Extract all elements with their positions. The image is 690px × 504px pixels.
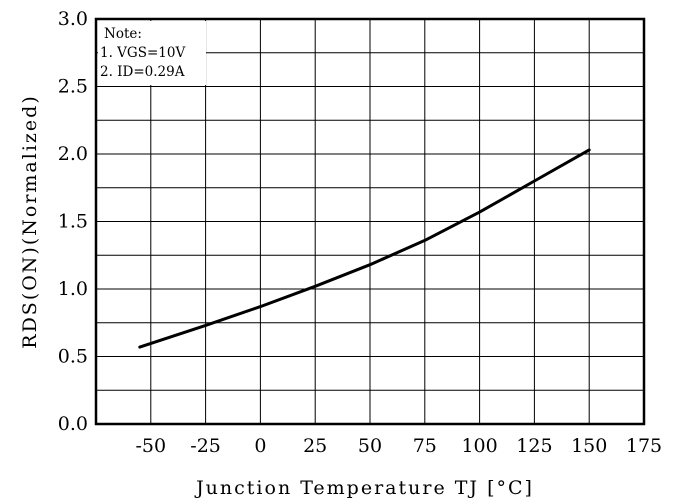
x-tick-label: 125 (516, 435, 552, 457)
note-background (98, 21, 206, 85)
x-tick-label: 150 (571, 435, 607, 457)
series-layer (138, 148, 591, 349)
grid (96, 19, 644, 424)
y-tick-label: 0.0 (58, 413, 88, 435)
x-tick-label: 50 (358, 435, 382, 457)
y-tick-label: 2.0 (58, 143, 88, 165)
x-tick-label: 0 (254, 435, 266, 457)
plot-frame (94, 17, 646, 426)
x-tick-label: 75 (413, 435, 437, 457)
y-tick-label: 1.0 (58, 278, 88, 300)
x-tick-label: 100 (461, 435, 497, 457)
x-tick-labels: -50 -25 0 25 50 75 100 125 150 175 (135, 435, 662, 457)
note-line-id: 2. ID=0.29A (100, 64, 185, 80)
x-tick-label: -50 (135, 435, 166, 457)
y-axis-title: RDS(ON)(Normalized) (19, 94, 41, 348)
data-curve (138, 148, 591, 349)
note-title: Note: (104, 26, 142, 42)
y-tick-label: 1.5 (58, 211, 88, 233)
x-tick-label: 175 (626, 435, 662, 457)
note-box: Note: 1. VGS=10V 2. ID=0.29A (98, 21, 206, 85)
x-axis-title: Junction Temperature TJ [°C] (194, 477, 534, 499)
y-tick-label: 0.5 (58, 346, 88, 368)
x-tick-label: 25 (303, 435, 327, 457)
note-line-vgs: 1. VGS=10V (100, 45, 185, 61)
x-tick-label: -25 (190, 435, 221, 457)
y-tick-label: 2.5 (58, 76, 88, 98)
y-tick-labels: 0.0 0.5 1.0 1.5 2.0 2.5 3.0 (58, 8, 88, 435)
y-tick-label: 3.0 (58, 8, 88, 30)
